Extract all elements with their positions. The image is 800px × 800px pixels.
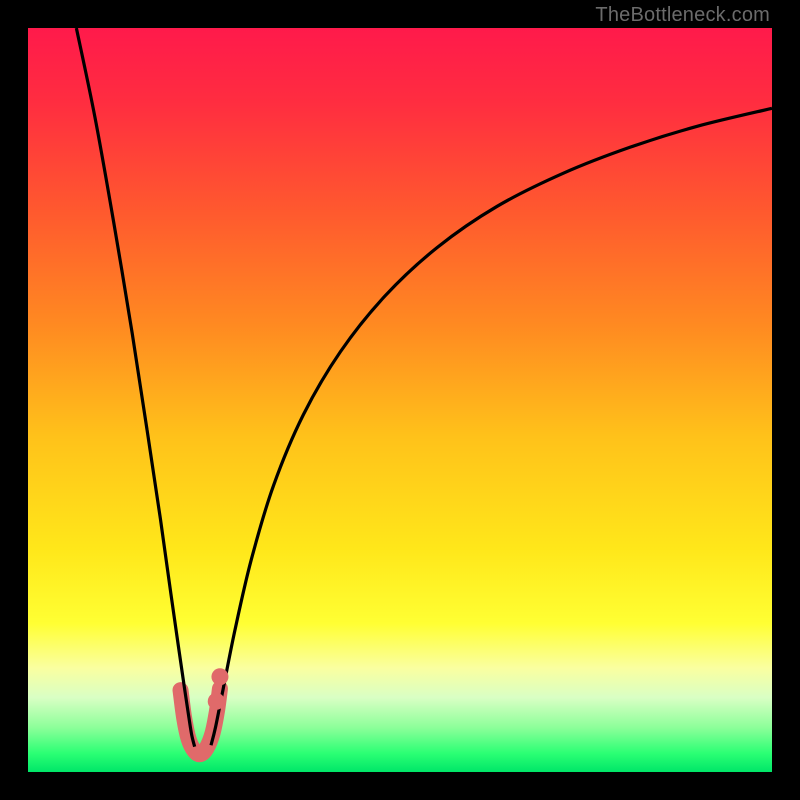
curves-layer (28, 28, 772, 772)
left-curve (76, 28, 194, 747)
trough-dot (208, 693, 225, 710)
chart-frame: TheBottleneck.com (0, 0, 800, 800)
trough-dot (211, 668, 228, 685)
plot-area (28, 28, 772, 772)
right-curve (211, 108, 772, 745)
watermark-text: TheBottleneck.com (595, 4, 770, 27)
